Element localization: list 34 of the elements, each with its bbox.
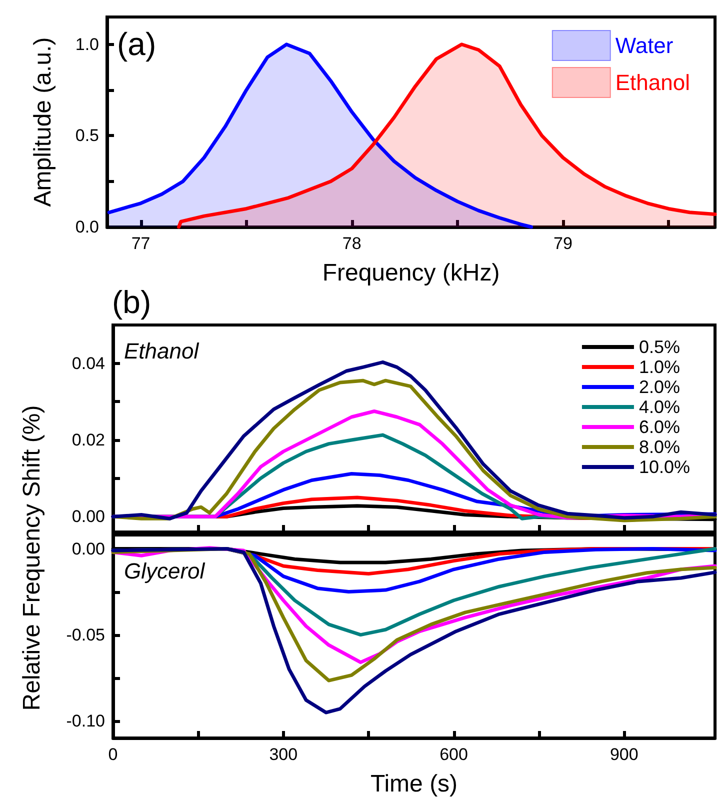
legend-label: 10.0% bbox=[638, 457, 690, 477]
legend-label: 0.5% bbox=[638, 337, 680, 357]
x-tick-label: 900 bbox=[610, 745, 638, 764]
y-axis-title: Relative Frequency Shift (%) bbox=[18, 405, 46, 711]
annotation: (a) bbox=[117, 26, 156, 62]
legend-label: Water bbox=[615, 33, 674, 58]
x-tick-label: 78 bbox=[342, 234, 362, 253]
y-tick-label: 0.0 bbox=[75, 218, 99, 236]
x-axis-title: Time (s) bbox=[370, 770, 458, 798]
y-axis-title: Amplitude (a.u.) bbox=[30, 37, 56, 207]
legend-label: 4.0% bbox=[638, 397, 680, 417]
annotation: Ethanol bbox=[124, 338, 200, 364]
x-tick-label: 600 bbox=[440, 745, 468, 764]
x-tick-label: 0 bbox=[108, 745, 118, 764]
legend-label: 2.0% bbox=[638, 377, 680, 397]
legend-label: 1.0% bbox=[638, 357, 680, 377]
x-axis-title: Frequency (kHz) bbox=[322, 260, 500, 286]
legend-label: Ethanol bbox=[615, 70, 690, 95]
legend-label: 6.0% bbox=[638, 417, 680, 437]
legend-label: 8.0% bbox=[638, 437, 680, 457]
y-tick-label: 1.0 bbox=[75, 34, 99, 54]
text: (b) bbox=[112, 284, 152, 320]
y-tick-label: 0.00 bbox=[72, 507, 105, 526]
x-tick-label: 300 bbox=[269, 745, 298, 764]
y-tick-label: 0.02 bbox=[72, 430, 105, 450]
y-tick-label: 0.04 bbox=[72, 354, 105, 373]
y-tick-label: -0.10 bbox=[66, 711, 105, 730]
y-tick-label: 0.00 bbox=[72, 539, 105, 558]
y-tick-label: 0.5 bbox=[75, 126, 99, 146]
x-tick-label: 79 bbox=[554, 234, 572, 253]
line-series bbox=[111, 547, 717, 714]
y-tick-label: -0.05 bbox=[66, 625, 105, 644]
x-tick-label: 77 bbox=[131, 234, 150, 253]
annotation: Glycerol bbox=[124, 558, 206, 584]
